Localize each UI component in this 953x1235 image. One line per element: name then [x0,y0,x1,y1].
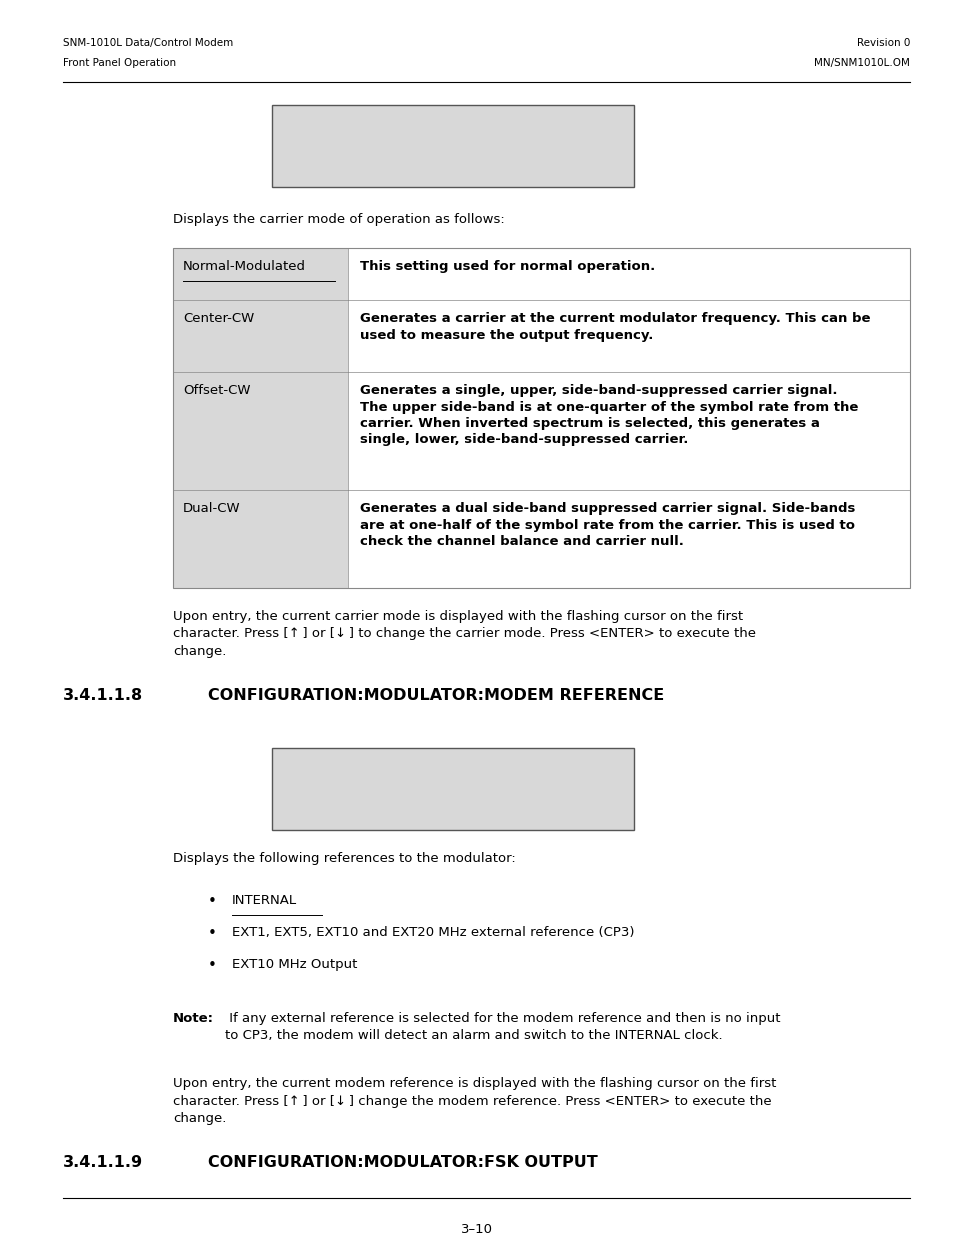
Text: •: • [208,926,216,941]
FancyBboxPatch shape [272,748,634,830]
Text: Center-CW: Center-CW [183,312,254,325]
Text: Dual-CW: Dual-CW [183,501,240,515]
Text: 3.4.1.1.9: 3.4.1.1.9 [63,1155,143,1170]
Text: 3.4.1.1.8: 3.4.1.1.8 [63,688,143,703]
Text: Upon entry, the current carrier mode is displayed with the flashing cursor on th: Upon entry, the current carrier mode is … [172,610,755,658]
Text: CONFIGURATION:MODULATOR:FSK OUTPUT: CONFIGURATION:MODULATOR:FSK OUTPUT [208,1155,598,1170]
Bar [172,248,909,588]
Text: Displays the carrier mode of operation as follows:: Displays the carrier mode of operation a… [172,212,504,226]
Text: If any external reference is selected for the modem reference and then is no inp: If any external reference is selected fo… [225,1011,780,1042]
Bar [172,248,348,588]
Text: INTERNAL: INTERNAL [232,894,296,906]
Text: •: • [208,958,216,973]
Text: Generates a single, upper, side-band-suppressed carrier signal.
The upper side-b: Generates a single, upper, side-band-sup… [359,384,858,447]
Text: MN/SNM1010L.OM: MN/SNM1010L.OM [813,58,909,68]
Text: Front Panel Operation: Front Panel Operation [63,58,176,68]
Text: Upon entry, the current modem reference is displayed with the flashing cursor on: Upon entry, the current modem reference … [172,1077,776,1125]
Text: 3–10: 3–10 [460,1223,493,1235]
Text: •: • [208,894,216,909]
Text: Generates a carrier at the current modulator frequency. This can be
used to meas: Generates a carrier at the current modul… [359,312,869,342]
Text: SNM-1010L Data/Control Modem: SNM-1010L Data/Control Modem [63,38,233,48]
Text: EXT10 MHz Output: EXT10 MHz Output [232,958,357,971]
Text: Displays the following references to the modulator:: Displays the following references to the… [172,852,516,864]
Text: Note:: Note: [172,1011,213,1025]
Text: Normal-Modulated: Normal-Modulated [183,261,306,273]
Text: Offset-CW: Offset-CW [183,384,251,396]
FancyBboxPatch shape [272,105,634,186]
Text: CONFIGURATION:MODULATOR:MODEM REFERENCE: CONFIGURATION:MODULATOR:MODEM REFERENCE [208,688,663,703]
Text: EXT1, EXT5, EXT10 and EXT20 MHz external reference (CP3): EXT1, EXT5, EXT10 and EXT20 MHz external… [232,926,634,939]
Text: This setting used for normal operation.: This setting used for normal operation. [359,261,655,273]
Text: Revision 0: Revision 0 [856,38,909,48]
Text: Generates a dual side-band suppressed carrier signal. Side-bands
are at one-half: Generates a dual side-band suppressed ca… [359,501,855,548]
